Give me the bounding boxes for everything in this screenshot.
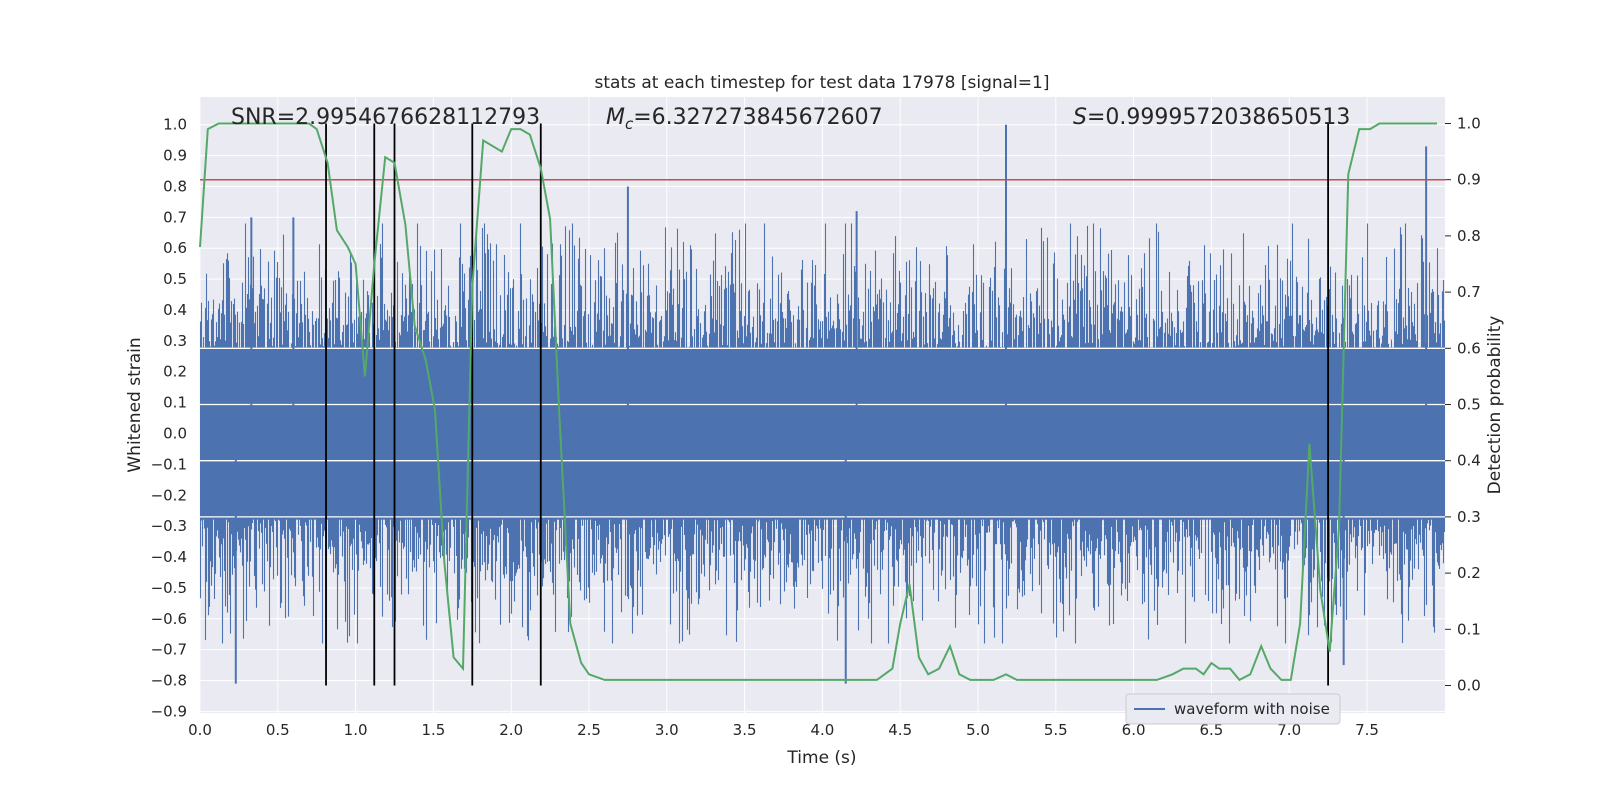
legend: waveform with noise: [1125, 693, 1341, 725]
x-axis-ticks: 0.0 0.5 1.0 1.5 2.0 2.5 3.0 3.5 4.0 4.5 5.0 5.5 6.0 6…: [188, 721, 1379, 739]
noise-trace: [199, 223, 1446, 644]
y2-tick-label: 0.3: [1457, 508, 1481, 526]
y-tick-label: 0.2: [163, 363, 187, 381]
s-value: =0.9999572038650513: [1087, 105, 1350, 130]
x-tick-label: 4.5: [888, 721, 912, 739]
y-tick-label: 0.4: [163, 301, 187, 319]
detection-probability-series: [199, 122, 1437, 682]
y-tick-label: 0.8: [163, 177, 187, 195]
y-tick-label: −0.4: [151, 548, 187, 566]
y-tick-label: 1.0: [163, 116, 187, 134]
x-tick-label: 2.0: [499, 721, 523, 739]
x-tick-label: 0.0: [188, 721, 212, 739]
x-tick-label: 3.5: [733, 721, 757, 739]
x-tick-label: 5.0: [966, 721, 990, 739]
x-tick-label: 5.5: [1044, 721, 1068, 739]
mc-value: =6.327273845672607: [633, 105, 882, 130]
y-tick-label: −0.3: [151, 517, 187, 535]
y2-tick-label: 0.2: [1457, 564, 1481, 582]
x-tick-label: 2.5: [577, 721, 601, 739]
snr-annotation: SNR=2.9954676628112793: [231, 105, 540, 130]
s-annotation: S=0.9999572038650513: [1073, 105, 1350, 130]
y-tick-label: 0.0: [163, 425, 187, 443]
x-tick-label: 1.5: [421, 721, 445, 739]
y-axis-ticks: 1.0 0.9 0.8 0.7 0.6 0.5 0.4 0.3 0.2 0.1 0.0 −0.1 −0.…: [151, 116, 187, 721]
y2-tick-label: 0.9: [1457, 171, 1481, 189]
y-tick-label: −0.8: [151, 672, 187, 690]
y-tick-label: −0.6: [151, 610, 187, 628]
mc-annotation: Mc=6.327273845672607: [606, 105, 883, 133]
y2-tick-label: 0.1: [1457, 620, 1481, 638]
y-tick-label: 0.9: [163, 147, 187, 165]
y2-tick-label: 0.6: [1457, 339, 1481, 357]
y-tick-label: 0.7: [163, 208, 187, 226]
y2-tick-label: 1.0: [1457, 115, 1481, 133]
event-vertical-lines: [325, 123, 1329, 686]
x-tick-label: 7.5: [1355, 721, 1379, 739]
s-symbol: S: [1073, 105, 1087, 130]
noise-waveform: [199, 223, 1446, 644]
y2-tick-label: 0.5: [1457, 396, 1481, 414]
y-tick-label: −0.7: [151, 641, 187, 659]
legend-label: waveform with noise: [1174, 700, 1330, 718]
x-tick-label: 0.5: [266, 721, 290, 739]
x-tick-label: 7.0: [1277, 721, 1301, 739]
x-tick-label: 6.0: [1122, 721, 1146, 739]
y2-tick-label: 0.8: [1457, 227, 1481, 245]
y-tick-label: −0.2: [151, 486, 187, 504]
y2-axis-label: Detection probability: [1485, 316, 1505, 495]
legend-box: [1125, 693, 1341, 725]
y-tick-label: −0.5: [151, 579, 187, 597]
x-tick-label: 6.5: [1199, 721, 1223, 739]
chart-title: stats at each timestep for test data 179…: [595, 73, 1050, 93]
y-tick-label: 0.3: [163, 332, 187, 350]
detection-probability-line: [199, 122, 1437, 682]
y2-tick-label: 0.7: [1457, 283, 1481, 301]
x-tick-label: 3.0: [655, 721, 679, 739]
x-axis-label: Time (s): [786, 748, 856, 768]
y2-tick-label: 0.4: [1457, 452, 1481, 470]
y-tick-label: 0.6: [163, 239, 187, 257]
x-tick-label: 4.0: [810, 721, 834, 739]
x-tick-label: 1.0: [344, 721, 368, 739]
mc-subscript: c: [625, 115, 634, 133]
y-tick-label: 0.5: [163, 270, 187, 288]
y-tick-label: 0.1: [163, 394, 187, 412]
y2-tick-label: 0.0: [1457, 677, 1481, 695]
mc-symbol: M: [606, 105, 625, 130]
y2-axis-ticks: 1.0 0.9 0.8 0.7 0.6 0.5 0.4 0.3 0.2 0.1 0.0: [1445, 115, 1481, 695]
y-axis-label: Whitened strain: [125, 337, 145, 472]
y-tick-label: −0.1: [151, 455, 187, 473]
y-tick-label: −0.9: [151, 702, 187, 720]
